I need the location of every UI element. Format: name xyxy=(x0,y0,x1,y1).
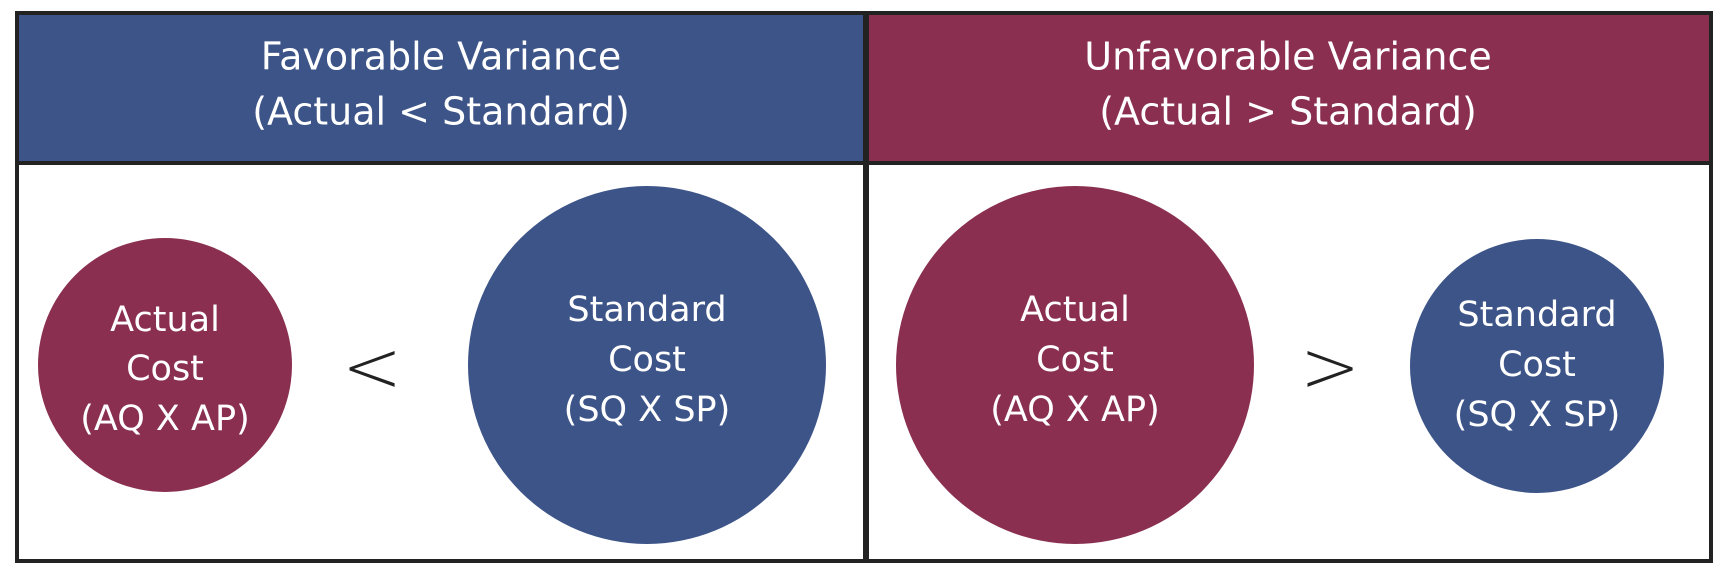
panel-title: Unfavorable Variance xyxy=(1084,35,1492,79)
circle-label: (SQ X SP) xyxy=(564,390,731,430)
panel-subtitle: (Actual < Standard) xyxy=(252,90,630,134)
standard-cost-circle xyxy=(1410,239,1664,493)
circle-label: Actual xyxy=(110,300,220,340)
circle-label: Cost xyxy=(1036,340,1114,380)
circle-label: Standard xyxy=(567,290,726,330)
panel-title: Favorable Variance xyxy=(261,35,622,79)
circle-label: Standard xyxy=(1457,295,1616,335)
circle-label: Cost xyxy=(608,340,686,380)
unfavorable-header xyxy=(866,13,1711,163)
standard-cost-circle xyxy=(468,186,826,544)
favorable-header xyxy=(17,13,866,163)
actual-cost-circle xyxy=(896,186,1254,544)
circle-label: (SQ X SP) xyxy=(1454,395,1621,435)
circle-label: (AQ X AP) xyxy=(80,399,249,439)
circle-label: (AQ X AP) xyxy=(990,390,1159,430)
operator: < xyxy=(342,325,402,409)
circle-label: Actual xyxy=(1020,290,1130,330)
operator: > xyxy=(1300,325,1360,409)
outer-border xyxy=(15,11,1713,563)
panel-subtitle: (Actual > Standard) xyxy=(1099,90,1477,134)
circle-label: Cost xyxy=(126,349,204,389)
circle-label: Cost xyxy=(1498,345,1576,385)
actual-cost-circle xyxy=(38,238,292,492)
